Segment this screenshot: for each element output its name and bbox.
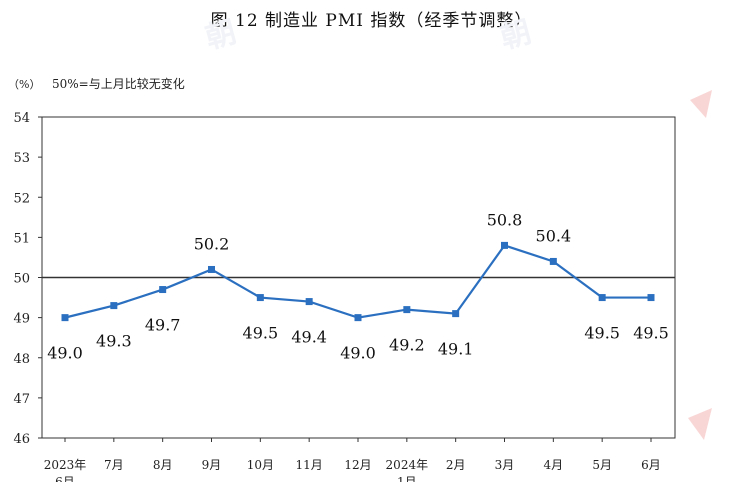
- data-label: 49.5: [584, 324, 620, 343]
- x-tick-label: 2月: [446, 458, 466, 472]
- data-label: 49.1: [438, 340, 474, 359]
- x-tick-label: 12月: [344, 458, 371, 472]
- data-labels: 49.0 49.3 49.7 50.2 49.5 49.4 49.0 49.2 49.1 50.8…: [47, 210, 669, 362]
- y-tick-label: 46: [13, 432, 30, 447]
- data-point-marker: [305, 298, 313, 306]
- data-point-marker: [598, 294, 606, 302]
- y-tick-label: 51: [13, 231, 30, 246]
- y-axis: 46 47 48 49 50 51 52 53 54: [13, 111, 42, 447]
- data-label: 49.3: [96, 332, 132, 351]
- x-tick-label: 11月: [296, 458, 323, 472]
- data-label: 49.4: [291, 328, 327, 347]
- x-tick-label: 6月: [641, 458, 661, 472]
- data-label: 50.4: [536, 226, 572, 245]
- data-point-marker: [452, 310, 460, 318]
- chart-title: 图 12 制造业 PMI 指数（经季节调整）: [210, 11, 533, 31]
- x-tick-label: 3月: [495, 458, 515, 472]
- data-point-markers: [61, 241, 655, 322]
- data-label: 50.2: [194, 234, 230, 253]
- data-point-marker: [110, 302, 118, 310]
- x-tick-label-line2: 6月: [55, 475, 75, 482]
- data-label: 49.2: [389, 336, 425, 355]
- x-axis: 2023年 6月 7月 8月 9月 10月 11月 12月 2024年 1月 2月 3月 4月 5月 6月: [44, 438, 661, 482]
- y-tick-label: 47: [13, 392, 30, 407]
- data-label: 49.0: [340, 344, 376, 363]
- data-label: 49.0: [47, 344, 83, 363]
- data-label: 49.7: [145, 316, 181, 335]
- x-tick-label: 7月: [104, 458, 124, 472]
- x-tick-label: 2024年: [386, 458, 429, 472]
- watermark-logo-icon: [690, 90, 712, 118]
- data-point-marker: [61, 314, 69, 322]
- data-point-marker: [354, 314, 362, 322]
- x-tick-label: 5月: [592, 458, 612, 472]
- data-point-marker: [403, 306, 411, 314]
- y-tick-label: 50: [13, 272, 30, 287]
- x-tick-label: 10月: [247, 458, 274, 472]
- data-point-marker: [549, 257, 557, 265]
- x-tick-label: 2023年: [44, 458, 87, 472]
- x-tick-label: 4月: [544, 458, 564, 472]
- data-label: 49.5: [243, 324, 279, 343]
- y-axis-unit-label: （%）: [8, 78, 40, 91]
- data-point-marker: [256, 294, 264, 302]
- pmi-series-line: [64, 244, 651, 319]
- data-point-marker: [159, 286, 167, 294]
- x-tick-label: 8月: [153, 458, 173, 472]
- x-tick-label: 9月: [202, 458, 222, 472]
- data-point-marker: [501, 241, 508, 249]
- y-tick-label: 48: [13, 352, 30, 367]
- watermark-logo-icon: [688, 408, 712, 440]
- data-point-marker: [647, 294, 655, 302]
- data-label: 50.8: [487, 210, 523, 229]
- y-tick-label: 53: [13, 151, 30, 166]
- data-label: 49.5: [633, 324, 669, 343]
- y-tick-label: 52: [13, 191, 30, 206]
- chart-subtitle: 50%=与上月比较无变化: [52, 76, 185, 91]
- x-tick-label-line2: 1月: [397, 475, 417, 482]
- data-point-marker: [208, 265, 215, 273]
- y-tick-label: 54: [13, 111, 30, 126]
- y-tick-label: 49: [13, 312, 30, 327]
